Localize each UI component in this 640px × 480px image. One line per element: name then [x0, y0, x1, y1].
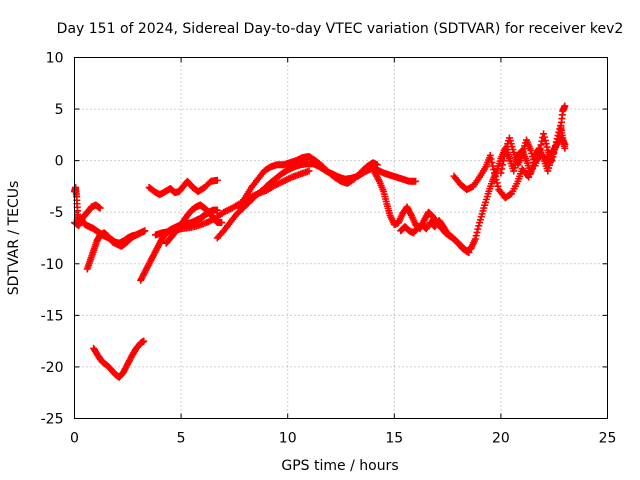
data-point [540, 130, 548, 138]
data-point [490, 166, 498, 174]
data-point [472, 232, 480, 240]
y-tick-label: -25 [41, 412, 64, 428]
data-point [213, 176, 221, 184]
data-point [488, 158, 496, 166]
data-point [551, 142, 559, 150]
x-tick-label: 5 [177, 431, 186, 447]
data-point [548, 157, 556, 165]
x-tick-label: 0 [70, 431, 79, 447]
data-point [412, 177, 420, 185]
grid [74, 57, 608, 419]
data-point [134, 230, 142, 238]
data-point [493, 179, 501, 187]
data-point [486, 151, 494, 159]
data-point [498, 165, 506, 173]
series-arc10 [235, 153, 381, 212]
data-point [465, 248, 473, 256]
x-tick-label: 25 [599, 431, 617, 447]
data-point [552, 138, 560, 146]
y-tick-label: 0 [55, 154, 64, 170]
data-point [305, 167, 313, 175]
y-tick-label: -5 [50, 205, 64, 221]
data-point [489, 162, 497, 170]
y-tick-label: -15 [41, 308, 64, 324]
data-point [492, 176, 500, 184]
data-point [471, 235, 479, 243]
data-point [475, 222, 483, 230]
y-tick-label: 10 [46, 51, 64, 67]
x-tick-label: 15 [385, 431, 403, 447]
data-point [500, 153, 508, 161]
series-arc13 [397, 216, 473, 256]
y-tick-labels: 10 5 0 -5 -10 -15 -20 -25 [41, 51, 64, 428]
data-point [497, 169, 505, 177]
series-arc8 [152, 167, 313, 239]
x-tick-labels: 0 5 10 15 20 25 [70, 431, 616, 447]
x-tick-label: 20 [492, 431, 510, 447]
tick-marks [74, 57, 608, 419]
data-point [561, 102, 569, 110]
data-point [542, 140, 550, 148]
data-point [549, 153, 557, 161]
y-tick-label: -20 [41, 360, 64, 376]
data-point [473, 228, 481, 236]
series-arc4 [90, 337, 148, 381]
data-point [561, 144, 569, 152]
data-point [550, 149, 558, 157]
data-point [491, 169, 499, 177]
data-point [141, 227, 149, 235]
data-point [536, 145, 544, 153]
y-tick-label: -10 [41, 257, 64, 273]
data-point [373, 161, 381, 169]
data-point [551, 146, 559, 154]
data-point [499, 161, 507, 169]
y-axis-label: SDTVAR / TECUs [6, 181, 22, 296]
data-point [140, 337, 148, 345]
x-tick-label: 10 [279, 431, 297, 447]
x-axis-label: GPS time / hours [281, 458, 398, 474]
data-point [537, 141, 545, 149]
data-point [474, 225, 482, 233]
series-arc12 [450, 134, 569, 202]
data-point [494, 182, 502, 190]
data-points [71, 102, 569, 381]
data-point [535, 148, 543, 156]
data-point [499, 157, 507, 165]
y-tick-label: 5 [55, 102, 64, 118]
chart-title: Day 151 of 2024, Sidereal Day-to-day VTE… [57, 21, 624, 37]
data-point [491, 172, 499, 180]
data-point [541, 136, 549, 144]
data-point [543, 143, 551, 151]
series-arc14 [497, 122, 569, 177]
data-point [487, 155, 495, 163]
data-point [218, 219, 226, 227]
series-arc3 [83, 229, 142, 273]
series-arc2 [71, 201, 104, 230]
data-point [213, 206, 221, 214]
plot-frame [74, 57, 608, 419]
series-arc6 [145, 176, 221, 199]
data-point [540, 133, 548, 141]
data-point [96, 204, 104, 212]
data-point [553, 135, 561, 143]
data-point [538, 137, 546, 145]
